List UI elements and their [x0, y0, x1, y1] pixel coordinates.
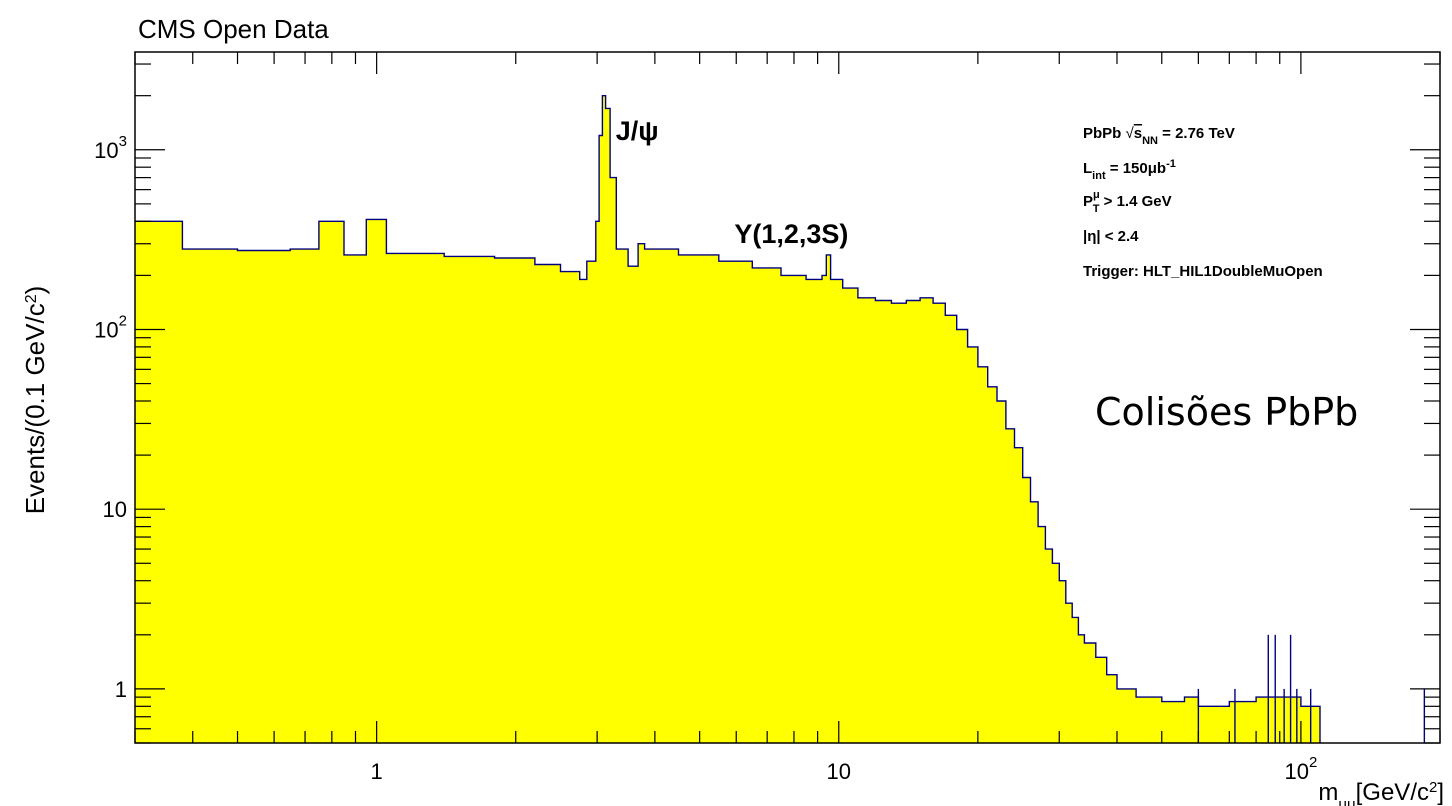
info-eta-cut: |η| < 2.4 — [1083, 228, 1139, 245]
annotation-jpsi: J/ψ — [616, 116, 659, 146]
histogram-fill — [135, 95, 1320, 743]
annotation-upsilon: Υ(1,2,3S) — [734, 219, 848, 249]
histogram-outline-layer — [135, 95, 1426, 743]
x-tick-label: 10 — [827, 759, 851, 784]
info-collision: PbPb √sNN = 2.76 TeV — [1083, 125, 1235, 147]
histogram-fill-layer — [135, 95, 1320, 743]
y-tick-label: 102 — [94, 312, 127, 342]
y-tick-label: 1 — [115, 677, 127, 702]
chart-title: CMS Open Data — [138, 14, 329, 44]
info-trigger: Trigger: HLT_HIL1DoubleMuOpen — [1083, 263, 1323, 280]
x-tick-label: 102 — [1284, 754, 1317, 784]
y-tick-label: 103 — [94, 133, 127, 163]
axis-tick-labels-layer: 1 10 102 1 10 102 103 — [94, 133, 1317, 784]
info-box: PbPb √sNN = 2.76 TeV Lint = 150μb-1 Pμ T … — [1083, 125, 1323, 280]
plot-frame-layer — [134, 51, 1441, 744]
histogram-outline — [135, 95, 1321, 743]
info-luminosity: Lint = 150μb-1 — [1083, 158, 1176, 182]
overlay-caption: Colisões PbPb — [1095, 390, 1358, 434]
x-axis-label: mμμ[GeV/c2] — [1318, 779, 1444, 806]
y-axis-label: Events/(0.1 GeV/c2) — [20, 286, 50, 515]
y-tick-label: 10 — [103, 497, 127, 522]
axis-ticks-layer — [134, 52, 1441, 744]
x-tick-label: 1 — [371, 759, 383, 784]
info-pt-cut: Pμ T > 1.4 GeV — [1083, 189, 1172, 215]
plot-frame — [134, 51, 1441, 744]
